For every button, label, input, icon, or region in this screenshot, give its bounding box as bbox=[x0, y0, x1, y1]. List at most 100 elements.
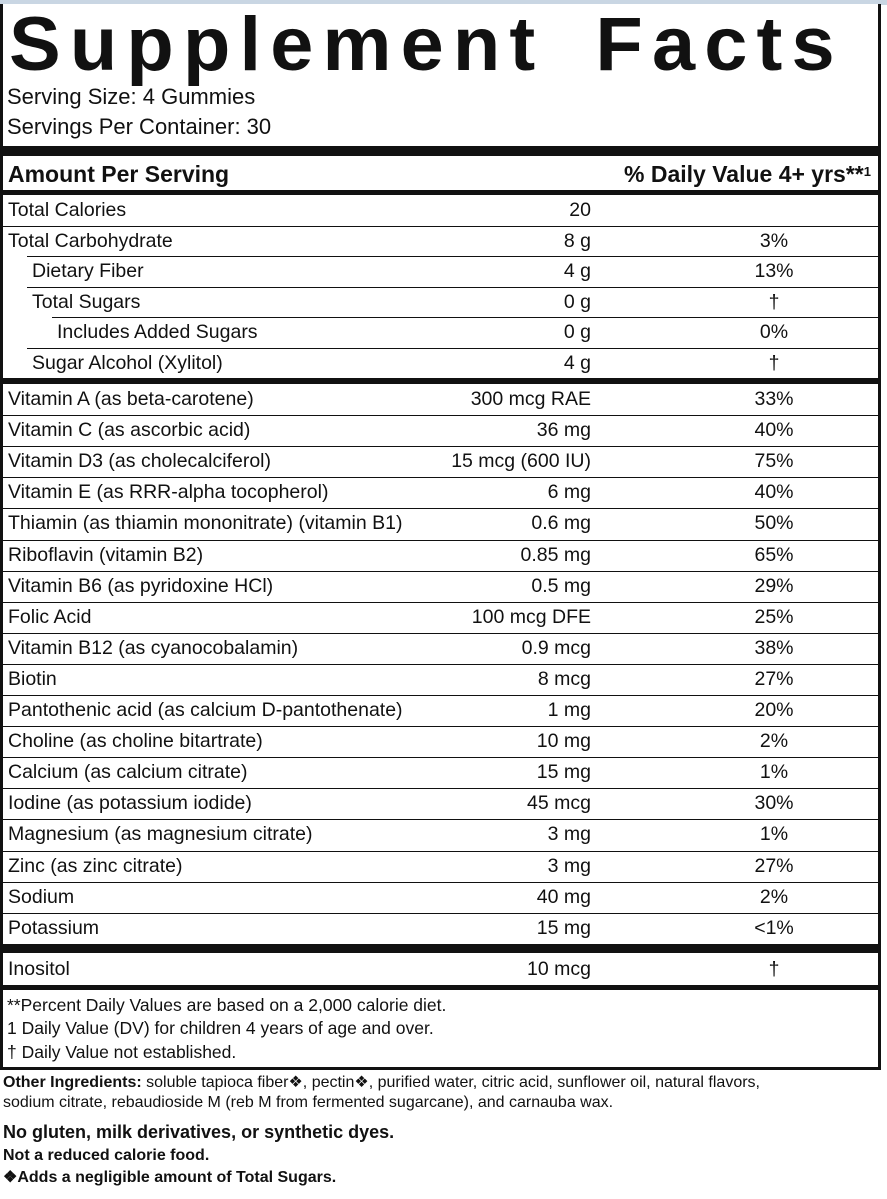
nutrient-row: Iodine (as potassium iodide) 45 mcg 30% bbox=[3, 788, 879, 819]
nutrient-name: Potassium bbox=[8, 916, 100, 939]
nutrient-daily-value: 1% bbox=[759, 823, 789, 846]
nutrient-daily-value: 29% bbox=[754, 574, 794, 597]
row-divider bbox=[3, 415, 879, 417]
nutrient-name: Total Carbohydrate bbox=[8, 229, 173, 252]
nutrient-name: Vitamin C (as ascorbic acid) bbox=[8, 419, 251, 442]
nutrient-name: Thiamin (as thiamin mononitrate) (vitami… bbox=[8, 512, 403, 535]
nutrient-name: Iodine (as potassium iodide) bbox=[8, 792, 252, 815]
nutrient-daily-value: 27% bbox=[754, 854, 794, 877]
header-daily-value: % Daily Value 4+ yrs**1 bbox=[624, 161, 871, 187]
not-reduced-calorie: Not a reduced calorie food. bbox=[3, 1147, 210, 1164]
nutrient-row: Folic Acid 100 mcg DFE 25% bbox=[3, 602, 879, 633]
row-divider bbox=[3, 508, 879, 510]
nutrient-row: Biotin 8 mcg 27% bbox=[3, 664, 879, 695]
nutrient-name: Vitamin B12 (as cyanocobalamin) bbox=[8, 636, 299, 659]
nutrient-amount: 6 mg bbox=[547, 481, 591, 504]
nutrient-row: Sugar Alcohol (Xylitol) 4 g † bbox=[3, 348, 879, 379]
nutrient-row: Zinc (as zinc citrate) 3 mg 27% bbox=[3, 851, 879, 882]
nutrient-amount: 36 mg bbox=[536, 419, 591, 442]
nutrient-amount: 10 mg bbox=[536, 730, 591, 753]
nutrient-daily-value: 2% bbox=[759, 730, 789, 753]
nutrient-name: Folic Acid bbox=[8, 605, 92, 628]
nutrient-amount: 0 g bbox=[563, 290, 591, 313]
nutrient-amount: 3 mg bbox=[547, 854, 591, 877]
nutrient-daily-value: 2% bbox=[759, 885, 789, 908]
header-rule bbox=[3, 190, 879, 195]
nutrient-name: Includes Added Sugars bbox=[57, 321, 258, 343]
nutrient-row: Vitamin B6 (as pyridoxine HCl) 0.5 mg 29% bbox=[3, 571, 879, 602]
nutrient-amount: 20 bbox=[569, 199, 591, 221]
thick-rule-bottom bbox=[3, 985, 879, 990]
nutrient-name: Calcium (as calcium citrate) bbox=[8, 761, 248, 784]
footnote-percent-dv: **Percent Daily Values are based on a 2,… bbox=[7, 995, 447, 1015]
other-ingredients-label: Other Ingredients: bbox=[3, 1074, 142, 1091]
row-divider bbox=[3, 632, 879, 634]
nutrient-amount: 0.9 mcg bbox=[521, 636, 591, 659]
nutrient-row: Total Sugars 0 g † bbox=[3, 287, 879, 318]
row-divider bbox=[27, 286, 879, 288]
nutrient-row: Thiamin (as thiamin mononitrate) (vitami… bbox=[3, 508, 879, 539]
other-ingredients-text-2: sodium citrate, rebaudioside M (reb M fr… bbox=[3, 1094, 614, 1111]
nutrient-row: Vitamin A (as beta-carotene) 300 mcg RAE 3… bbox=[3, 384, 879, 415]
nutrient-name: Sodium bbox=[8, 885, 75, 908]
nutrient-daily-value: 75% bbox=[754, 450, 794, 473]
nutrient-daily-value: <1% bbox=[754, 916, 794, 939]
nutrient-row: Pantothenic acid (as calcium D-pantothen… bbox=[3, 695, 879, 726]
nutrient-amount: 8 mcg bbox=[537, 667, 591, 690]
nutrient-row: Total Carbohydrate 8 g 3% bbox=[3, 226, 879, 257]
nutrient-name: Riboflavin (vitamin B2) bbox=[8, 543, 204, 566]
row-divider bbox=[3, 788, 879, 790]
row-divider bbox=[3, 726, 879, 728]
thick-rule-mid bbox=[3, 378, 879, 384]
top-border-strip bbox=[0, 0, 887, 5]
nutrient-amount: 15 mg bbox=[536, 761, 591, 784]
row-divider bbox=[27, 256, 879, 257]
nutrient-daily-value: 30% bbox=[754, 792, 794, 815]
serving-size: Serving Size: 4 Gummies bbox=[7, 84, 256, 109]
footnote-dv-children: 1 Daily Value (DV) for children 4 years … bbox=[7, 1018, 434, 1038]
nutrient-name: Vitamin E (as RRR-alpha tocopherol) bbox=[8, 481, 329, 504]
nutrient-row: Vitamin C (as ascorbic acid) 36 mg 40% bbox=[3, 415, 879, 446]
other-ingredients: Other Ingredients: soluble tapioca fiber… bbox=[3, 1073, 883, 1113]
nutrient-row: Vitamin E (as RRR-alpha tocopherol) 6 mg 4… bbox=[3, 477, 879, 508]
nutrient-daily-value: 27% bbox=[754, 667, 794, 690]
nutrient-daily-value: 65% bbox=[754, 543, 794, 566]
nutrient-amount: 40 mg bbox=[536, 885, 591, 908]
nutrient-name: Inositol bbox=[8, 958, 70, 980]
nutrient-daily-value: 3% bbox=[759, 229, 789, 252]
nutrient-daily-value: 40% bbox=[754, 481, 794, 504]
nutrient-row: Calcium (as calcium citrate) 15 mg 1% bbox=[3, 757, 879, 788]
nutrient-name: Choline (as choline bitartrate) bbox=[8, 730, 263, 753]
nutrient-name: Total Sugars bbox=[32, 290, 141, 313]
nutrient-row: Choline (as choline bitartrate) 10 mg 2% bbox=[3, 726, 879, 757]
nutrient-daily-value: 38% bbox=[754, 636, 794, 659]
nutrient-name: Vitamin B6 (as pyridoxine HCl) bbox=[8, 574, 274, 597]
supplement-facts-panel: Supplement Facts bbox=[0, 4, 881, 1070]
adds-sugars-note: ❖Adds a negligible amount of Total Sugar… bbox=[3, 1169, 337, 1186]
nutrient-amount: 0 g bbox=[563, 321, 591, 343]
nutrient-amount: 4 g bbox=[563, 351, 591, 374]
nutrient-daily-value: 1% bbox=[759, 761, 789, 784]
row-divider bbox=[3, 601, 879, 603]
row-divider bbox=[52, 317, 879, 318]
row-divider bbox=[3, 850, 879, 852]
row-divider bbox=[3, 477, 879, 479]
row-divider bbox=[3, 695, 879, 696]
nutrient-name: Magnesium (as magnesium citrate) bbox=[8, 823, 313, 846]
nutrient-daily-value: 13% bbox=[754, 260, 794, 282]
nutrient-name: Sugar Alcohol (Xylitol) bbox=[32, 351, 223, 374]
row-divider bbox=[3, 539, 879, 541]
no-gluten-statement: No gluten, milk derivatives, or syntheti… bbox=[3, 1122, 395, 1142]
row-divider bbox=[3, 446, 879, 448]
row-divider bbox=[3, 225, 879, 227]
nutrient-row: Riboflavin (vitamin B2) 0.85 mg 65% bbox=[3, 540, 879, 571]
nutrient-row: Inositol 10 mcg † bbox=[3, 953, 879, 985]
nutrient-daily-value: 25% bbox=[754, 605, 794, 628]
nutrient-amount: 100 mcg DFE bbox=[471, 605, 591, 628]
nutrient-daily-value: † bbox=[768, 958, 780, 980]
nutrient-amount: 4 g bbox=[563, 260, 591, 282]
nutrient-daily-value: 0% bbox=[759, 321, 789, 343]
nutrient-name: Total Calories bbox=[8, 199, 127, 221]
nutrient-row: Sodium 40 mg 2% bbox=[3, 882, 879, 913]
nutrient-amount: 1 mg bbox=[547, 699, 591, 721]
